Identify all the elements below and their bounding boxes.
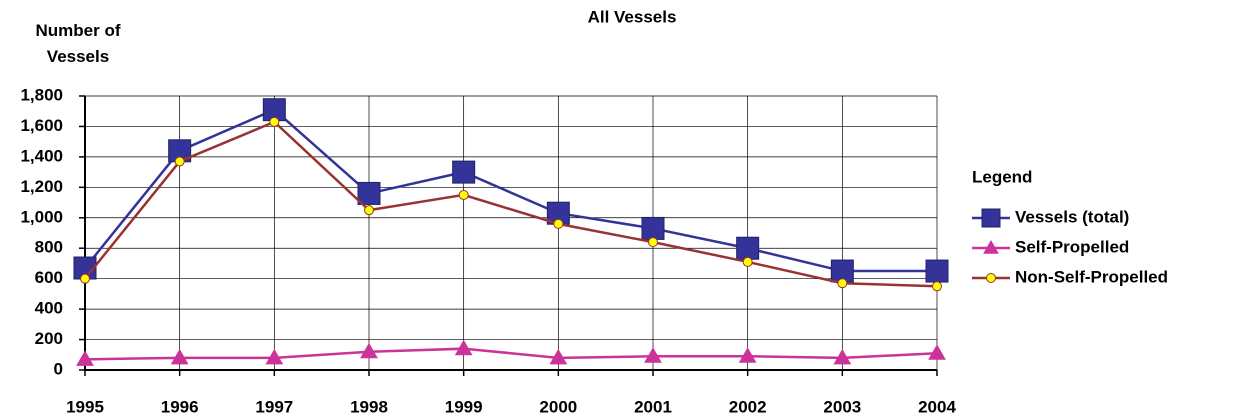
marker xyxy=(452,160,476,184)
marker xyxy=(170,348,189,365)
marker xyxy=(269,116,280,127)
y-axis-label: Number of Vessels xyxy=(35,21,121,66)
marker xyxy=(454,339,473,356)
y-tick-label: 200 xyxy=(35,329,63,348)
marker xyxy=(364,205,374,216)
y-tick-label: 0 xyxy=(54,359,63,378)
marker xyxy=(553,218,564,229)
chart-title: All Vessels xyxy=(588,7,677,26)
marker xyxy=(641,216,665,240)
series-line xyxy=(84,120,938,288)
x-tick-label: 1999 xyxy=(445,397,483,416)
marker xyxy=(932,281,942,292)
marker xyxy=(736,236,760,260)
marker xyxy=(925,259,949,283)
x-tick-label: 1996 xyxy=(161,397,199,416)
x-tick-label: 1995 xyxy=(66,397,104,416)
x-tick-label: 2004 xyxy=(918,397,956,416)
marker xyxy=(833,348,852,365)
marker xyxy=(174,156,185,167)
marker xyxy=(837,278,848,289)
marker xyxy=(738,347,757,363)
x-tick-label: 2003 xyxy=(823,397,861,416)
x-tick-label: 2001 xyxy=(634,397,672,416)
y-tick-label: 1,800 xyxy=(20,85,63,104)
y-tick-label: 1,400 xyxy=(20,146,63,165)
legend-marker xyxy=(986,273,996,283)
marker xyxy=(549,348,568,365)
legend-label: Self-Propelled xyxy=(1015,237,1129,256)
marker xyxy=(742,256,753,267)
y-tick-label: 1,200 xyxy=(20,177,63,196)
x-tick-label: 2000 xyxy=(539,397,577,416)
marker xyxy=(928,344,946,360)
legend-label: Non-Self-Propelled xyxy=(1015,267,1168,286)
marker xyxy=(458,189,469,200)
x-tick-label: 1998 xyxy=(350,397,388,416)
series-line xyxy=(84,108,937,273)
legend-marker xyxy=(981,208,1001,228)
y-tick-label: 800 xyxy=(35,238,63,257)
marker xyxy=(360,342,378,359)
series-line xyxy=(84,347,938,361)
legend-label: Vessels (total) xyxy=(1015,207,1129,226)
marker xyxy=(648,237,658,248)
marker xyxy=(644,347,662,363)
marker xyxy=(76,350,94,366)
y-tick-label: 600 xyxy=(35,268,63,287)
marker xyxy=(80,273,90,284)
x-tick-label: 1997 xyxy=(255,397,293,416)
y-tick-label: 400 xyxy=(35,299,63,318)
legend-title: Legend xyxy=(972,167,1032,186)
y-tick-label: 1,600 xyxy=(20,116,63,135)
marker xyxy=(357,181,381,205)
y-tick-label: 1,000 xyxy=(20,207,63,226)
legend-marker xyxy=(983,239,999,254)
marker xyxy=(265,348,284,365)
x-tick-label: 2002 xyxy=(729,397,767,416)
